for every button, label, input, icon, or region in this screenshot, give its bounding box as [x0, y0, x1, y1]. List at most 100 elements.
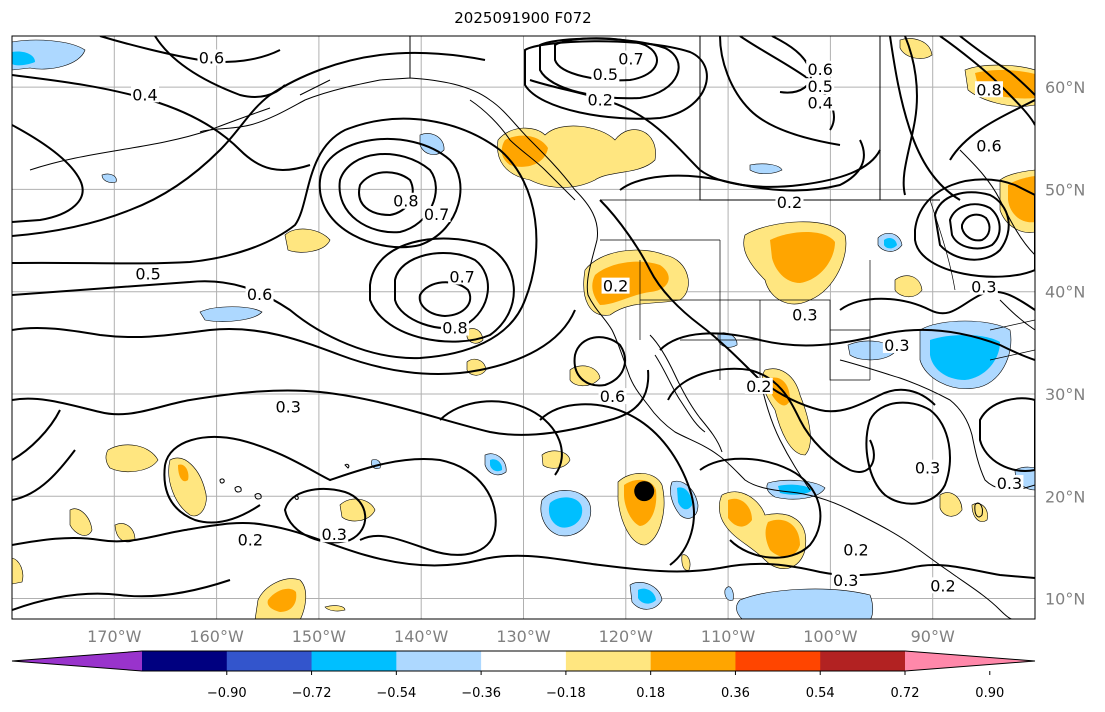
shade-blue	[778, 484, 812, 495]
lon-tick-label: 140°W	[394, 627, 449, 646]
colorbar-tick-label: 0.36	[721, 686, 750, 701]
borders	[600, 199, 1035, 381]
contour-label: 0.2	[930, 576, 955, 595]
contour-ne-ring1	[933, 191, 1010, 261]
contour-label-bg	[790, 306, 819, 323]
contour-label-bg	[422, 206, 451, 223]
shade-yellow	[105, 444, 159, 473]
contour-label: 0.8	[976, 80, 1001, 99]
colorbar-tick-label: −0.54	[376, 686, 416, 701]
shade-lightblue	[101, 173, 738, 601]
colorbar-segment	[396, 651, 482, 671]
coast-baja	[649, 334, 723, 453]
contour-label: 0.6	[976, 137, 1001, 156]
colorbar-segment	[565, 651, 652, 671]
colorbar-segment	[142, 651, 228, 671]
colorbar-segment	[650, 651, 736, 671]
islands-south	[344, 463, 983, 518]
contour-0-3-wide	[12, 369, 650, 436]
contour-0-4-sc	[439, 400, 563, 476]
hawaii	[219, 478, 299, 500]
shade-lightblue	[736, 588, 874, 619]
contour-0-7-south	[394, 252, 489, 330]
contour-label: 0.2	[843, 541, 868, 560]
shade-yellow	[681, 38, 933, 571]
lon-tick-label: 90°W	[911, 627, 955, 646]
lat-tick-label: 10°N	[1045, 590, 1085, 609]
aleutians	[29, 79, 331, 171]
contour-label-bg	[245, 285, 274, 302]
colorbar	[11, 650, 1036, 672]
lon-tick-label: 120°W	[599, 627, 654, 646]
lat-tick-label: 50°N	[1045, 180, 1085, 199]
lon-tick-label: 100°W	[803, 627, 858, 646]
contour-0-3-low	[12, 409, 76, 501]
contour-label: 0.2	[777, 193, 802, 212]
alaska-panhandle	[469, 99, 576, 201]
contour-label: 0.7	[424, 205, 449, 224]
shade-blue	[638, 588, 656, 604]
contour-label: 0.8	[393, 192, 418, 211]
contour-0-3-gulf	[865, 401, 951, 505]
contour-label: 0.6	[199, 49, 224, 68]
shade-orange	[728, 498, 800, 557]
contour-0-3-mex	[699, 457, 822, 559]
contour-0-3-ne	[839, 290, 1035, 315]
shade-blue	[12, 51, 35, 66]
storm-center-marker[interactable]	[634, 481, 655, 502]
colorbar-segment	[735, 651, 821, 671]
contour-ne-ring4	[914, 178, 1035, 278]
contour-ne2	[959, 36, 1035, 96]
contour-high-n3	[524, 40, 708, 120]
contour-label-bg	[913, 459, 942, 476]
contour-0-7-north	[338, 153, 437, 234]
contour-label-bg	[391, 192, 420, 209]
lon-tick-label: 110°W	[701, 627, 756, 646]
shade-yellow	[168, 457, 207, 517]
latitude-tick-labels: 10°N 20°N 30°N 40°N 50°N 60°N	[1045, 78, 1085, 608]
contour-label-bg	[841, 541, 870, 558]
contour-label-bg	[744, 377, 773, 394]
contour-label: 0.5	[807, 77, 832, 96]
contour-0-6-west	[12, 51, 486, 237]
contour-label-bg	[974, 137, 1003, 154]
contour-label-bg	[274, 398, 303, 415]
contour-label-bg	[806, 78, 835, 95]
colorbar-tick-label: −0.36	[461, 686, 501, 701]
lon-tick-label: 170°W	[87, 627, 142, 646]
contour-ne3	[902, 36, 918, 196]
lat-tick-label: 20°N	[1045, 487, 1085, 506]
shade-lightblue	[484, 163, 1035, 491]
shade-orange	[1008, 176, 1035, 223]
contour-0-3-south	[163, 436, 497, 556]
contour-label: 0.3	[275, 397, 300, 416]
map-frame	[11, 35, 1036, 620]
contour-label: 0.2	[746, 377, 771, 396]
shade-blue	[548, 497, 583, 528]
contour-label: 0.6	[600, 387, 625, 406]
lon-tick-label: 130°W	[496, 627, 551, 646]
contour-label: 0.4	[132, 85, 157, 104]
contour-label: 0.7	[618, 50, 643, 69]
contour-label: 0.3	[322, 525, 347, 544]
colorbar-tick-label: −0.18	[546, 686, 586, 701]
shade-orange	[178, 464, 189, 482]
contour-label: 0.6	[807, 60, 832, 79]
contour-label-bg	[806, 94, 835, 111]
contour-0-3-nw	[12, 124, 84, 223]
contour-label-bg	[440, 319, 469, 336]
contour-0-3-east	[659, 328, 1035, 361]
contour-label-bg	[974, 81, 1003, 98]
colorbar-tick-label: 0.54	[806, 686, 835, 701]
contour-label: 0.2	[603, 277, 628, 296]
contour-label-bg	[601, 277, 630, 294]
colorbar-tick-label: 0.18	[636, 686, 665, 701]
contour-high-n6	[719, 36, 841, 146]
contour-0-3-ring	[283, 488, 367, 544]
contour-ne4	[949, 99, 1035, 161]
contour-label-bg	[197, 49, 226, 66]
shade-yellow	[569, 365, 601, 387]
lat-tick-label: 60°N	[1045, 78, 1085, 97]
contour-0-4-ne	[889, 36, 961, 201]
contour-label-bg	[130, 86, 159, 103]
